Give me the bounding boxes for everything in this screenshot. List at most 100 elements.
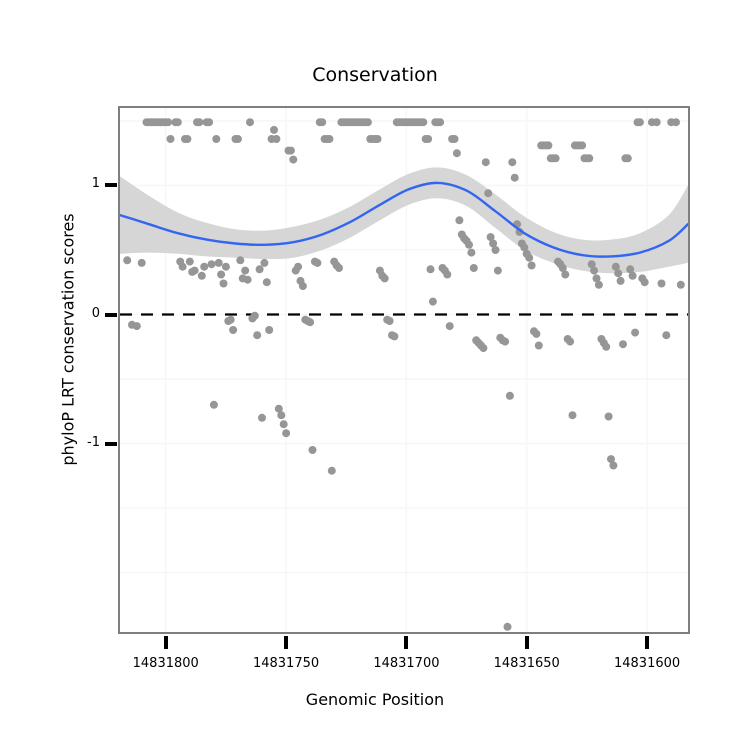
x-tick-mark xyxy=(404,636,409,649)
data-point xyxy=(544,141,553,150)
data-point xyxy=(510,173,519,182)
data-point xyxy=(489,239,498,248)
data-point xyxy=(619,340,627,349)
data-point xyxy=(662,331,671,340)
data-point xyxy=(467,248,476,257)
data-point xyxy=(205,118,214,127)
data-point xyxy=(262,278,271,287)
page-title: Conservation xyxy=(312,64,438,86)
data-point xyxy=(253,331,262,340)
data-point xyxy=(465,240,473,249)
data-point xyxy=(443,270,452,279)
data-point xyxy=(493,266,502,275)
data-point xyxy=(657,279,666,288)
data-point xyxy=(491,246,500,254)
data-point xyxy=(614,269,623,278)
data-point xyxy=(551,154,560,163)
data-point xyxy=(217,270,226,279)
x-tick-mark xyxy=(284,636,289,649)
data-point xyxy=(190,266,199,275)
x-tick-mark xyxy=(524,636,529,649)
data-point xyxy=(164,118,173,127)
x-tick-mark xyxy=(163,636,168,649)
data-point xyxy=(607,455,615,464)
data-point xyxy=(289,155,298,164)
data-point xyxy=(298,282,307,291)
data-point xyxy=(246,118,254,127)
y-tick-mark xyxy=(105,312,117,317)
data-point xyxy=(609,461,618,470)
data-point xyxy=(631,328,640,337)
y-tick-mark xyxy=(105,183,117,188)
data-point xyxy=(265,326,274,334)
data-point xyxy=(501,337,510,346)
x-axis-title: Genomic Position xyxy=(305,690,445,709)
data-point xyxy=(306,318,315,327)
data-point xyxy=(137,258,146,267)
data-point xyxy=(207,260,216,269)
confidence-band xyxy=(120,167,688,274)
data-point xyxy=(270,125,278,134)
data-point xyxy=(676,280,685,289)
data-point xyxy=(445,322,454,331)
data-point xyxy=(390,332,399,341)
data-point xyxy=(450,135,459,143)
data-point xyxy=(623,154,632,163)
y-tick-label: 1 xyxy=(91,176,100,192)
data-point xyxy=(327,466,336,475)
data-point xyxy=(229,326,238,334)
data-point xyxy=(212,135,221,143)
data-point xyxy=(469,264,478,272)
loess-trend-line xyxy=(120,181,688,258)
data-point xyxy=(195,118,204,127)
data-point xyxy=(672,118,680,127)
data-point xyxy=(616,276,625,285)
data-point xyxy=(652,118,661,127)
y-tick-label: -1 xyxy=(87,434,100,450)
data-point xyxy=(505,391,514,400)
data-point xyxy=(294,262,303,271)
y-tick-label: 0 xyxy=(91,305,100,321)
data-point xyxy=(123,256,132,265)
data-point xyxy=(272,135,281,143)
data-point xyxy=(484,189,493,198)
data-point xyxy=(424,135,433,143)
data-point xyxy=(525,253,534,262)
data-point xyxy=(258,413,266,422)
x-tick-label: 14831600 xyxy=(613,656,681,671)
data-point xyxy=(561,270,570,279)
data-point xyxy=(233,135,242,143)
data-point xyxy=(209,400,218,409)
data-point xyxy=(568,411,577,420)
y-axis-title: phyloP LRT conservation scores xyxy=(58,213,78,466)
data-point xyxy=(221,262,230,271)
data-point xyxy=(455,216,464,225)
data-point xyxy=(183,135,192,143)
data-point xyxy=(508,158,517,167)
data-point xyxy=(604,412,613,421)
data-point xyxy=(592,274,601,283)
data-point xyxy=(308,446,317,454)
data-point xyxy=(185,257,194,266)
plot-panel xyxy=(118,106,690,634)
x-tick-mark xyxy=(645,636,650,649)
data-point xyxy=(628,271,637,280)
data-point xyxy=(363,118,372,127)
data-point xyxy=(226,315,235,324)
data-point xyxy=(380,274,389,283)
data-point xyxy=(527,261,536,270)
data-point xyxy=(335,264,343,272)
data-point xyxy=(277,411,286,420)
data-point xyxy=(313,258,322,267)
data-point xyxy=(479,344,488,353)
x-tick-label: 14831650 xyxy=(493,656,560,671)
data-point xyxy=(241,266,250,275)
data-point xyxy=(436,118,445,127)
data-point xyxy=(585,154,594,163)
data-point xyxy=(503,622,512,631)
data-point xyxy=(452,149,461,158)
data-point xyxy=(200,262,209,271)
data-point xyxy=(594,280,603,289)
data-point xyxy=(520,243,529,252)
